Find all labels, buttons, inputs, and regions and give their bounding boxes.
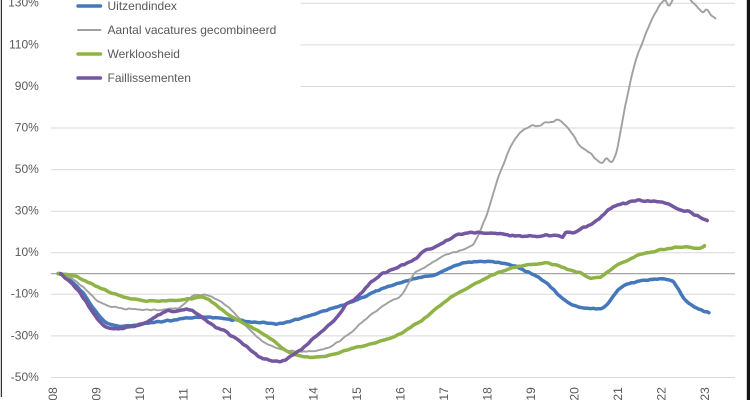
svg-text:110%: 110% xyxy=(9,37,39,51)
svg-text:12: 12 xyxy=(220,387,234,400)
svg-text:16: 16 xyxy=(394,387,408,400)
svg-text:22: 22 xyxy=(654,387,668,400)
svg-text:Aantal vacatures gecombineerd: Aantal vacatures gecombineerd xyxy=(108,23,277,37)
svg-text:17: 17 xyxy=(437,387,451,400)
svg-text:23: 23 xyxy=(698,387,712,400)
svg-text:10%: 10% xyxy=(15,245,39,259)
svg-text:14: 14 xyxy=(307,387,321,400)
svg-text:09: 09 xyxy=(90,387,104,400)
svg-text:130%: 130% xyxy=(8,0,39,10)
svg-text:70%: 70% xyxy=(15,120,39,134)
svg-text:Uitzendindex: Uitzendindex xyxy=(108,0,177,13)
svg-text:90%: 90% xyxy=(15,79,39,93)
svg-text:Faillissementen: Faillissementen xyxy=(108,71,191,85)
svg-text:21: 21 xyxy=(611,387,625,400)
svg-text:19: 19 xyxy=(524,387,538,400)
svg-text:15: 15 xyxy=(350,387,364,400)
svg-text:50%: 50% xyxy=(15,162,39,176)
svg-text:13: 13 xyxy=(263,387,277,400)
svg-text:30%: 30% xyxy=(15,204,39,218)
svg-text:08: 08 xyxy=(46,387,60,400)
svg-text:20: 20 xyxy=(567,387,581,400)
svg-text:-50%: -50% xyxy=(11,370,39,384)
svg-text:-30%: -30% xyxy=(11,328,39,342)
svg-text:11: 11 xyxy=(176,388,190,400)
svg-text:Werkloosheid: Werkloosheid xyxy=(108,47,180,61)
svg-text:10: 10 xyxy=(133,387,147,400)
svg-text:18: 18 xyxy=(481,387,495,400)
svg-text:-10%: -10% xyxy=(11,287,39,301)
